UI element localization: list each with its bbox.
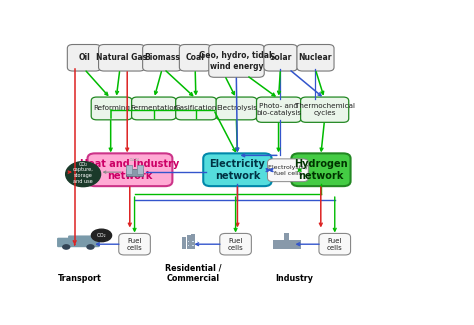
Bar <box>188 241 189 242</box>
Bar <box>192 245 194 246</box>
FancyBboxPatch shape <box>176 97 217 120</box>
FancyBboxPatch shape <box>256 97 301 122</box>
Text: Electrolysis: Electrolysis <box>216 105 257 111</box>
FancyBboxPatch shape <box>143 45 182 71</box>
Text: Oil: Oil <box>78 53 90 62</box>
Text: Residential /
Commercial: Residential / Commercial <box>165 264 221 283</box>
FancyBboxPatch shape <box>88 153 173 186</box>
Text: CO₂
capture,
storage
and use: CO₂ capture, storage and use <box>73 162 93 184</box>
FancyBboxPatch shape <box>91 97 132 120</box>
Text: Thermochemical
cycles: Thermochemical cycles <box>295 103 355 116</box>
FancyBboxPatch shape <box>284 233 289 240</box>
FancyBboxPatch shape <box>209 45 264 77</box>
Circle shape <box>86 244 95 250</box>
FancyBboxPatch shape <box>216 97 257 120</box>
FancyBboxPatch shape <box>132 97 176 120</box>
Text: Electricity
network: Electricity network <box>210 159 265 181</box>
Bar <box>197 245 199 246</box>
FancyBboxPatch shape <box>137 165 143 174</box>
Text: Gasification: Gasification <box>175 105 217 111</box>
Bar <box>192 241 194 242</box>
Text: Reforming: Reforming <box>93 105 130 111</box>
Text: Hydrogen
network: Hydrogen network <box>294 159 348 181</box>
FancyBboxPatch shape <box>319 233 351 255</box>
Text: Natural Gas: Natural Gas <box>96 53 147 62</box>
FancyBboxPatch shape <box>119 233 150 255</box>
FancyBboxPatch shape <box>267 159 308 182</box>
Text: Electrolysis /
fuel cells: Electrolysis / fuel cells <box>268 165 308 176</box>
FancyBboxPatch shape <box>68 235 95 243</box>
Text: Fuel
cells: Fuel cells <box>228 238 244 251</box>
Text: Transport: Transport <box>57 274 101 283</box>
Text: Photo- and
bio-catalysis: Photo- and bio-catalysis <box>256 103 301 116</box>
Ellipse shape <box>91 229 111 242</box>
Ellipse shape <box>66 162 100 187</box>
Text: Nuclear: Nuclear <box>299 53 332 62</box>
FancyBboxPatch shape <box>179 45 211 71</box>
FancyBboxPatch shape <box>292 153 351 186</box>
Circle shape <box>62 244 71 250</box>
Text: Solar: Solar <box>269 53 292 62</box>
Text: Biomass: Biomass <box>144 53 180 62</box>
Bar <box>197 241 199 242</box>
Text: Coal: Coal <box>186 53 205 62</box>
FancyBboxPatch shape <box>127 169 143 176</box>
FancyBboxPatch shape <box>220 233 251 255</box>
Text: Heat and Industry
network: Heat and Industry network <box>80 159 180 181</box>
Text: CO₂: CO₂ <box>97 233 106 238</box>
Bar <box>188 245 189 246</box>
Text: Fuel
cells: Fuel cells <box>127 238 142 251</box>
FancyBboxPatch shape <box>273 240 301 249</box>
Text: Fermentation: Fermentation <box>130 105 178 111</box>
FancyBboxPatch shape <box>191 234 195 249</box>
FancyBboxPatch shape <box>187 235 191 249</box>
FancyBboxPatch shape <box>99 45 145 71</box>
Text: Fuel
cells: Fuel cells <box>327 238 343 251</box>
FancyBboxPatch shape <box>301 97 349 122</box>
FancyBboxPatch shape <box>182 237 186 249</box>
FancyBboxPatch shape <box>67 45 101 71</box>
Text: ≈≈: ≈≈ <box>128 157 140 163</box>
FancyBboxPatch shape <box>57 238 100 247</box>
Text: Geo, hydro, tidal,
wind energy: Geo, hydro, tidal, wind energy <box>199 51 274 71</box>
FancyBboxPatch shape <box>264 45 297 71</box>
Text: Industry: Industry <box>275 274 313 283</box>
FancyBboxPatch shape <box>127 165 133 174</box>
FancyBboxPatch shape <box>203 153 272 186</box>
FancyBboxPatch shape <box>297 45 334 71</box>
